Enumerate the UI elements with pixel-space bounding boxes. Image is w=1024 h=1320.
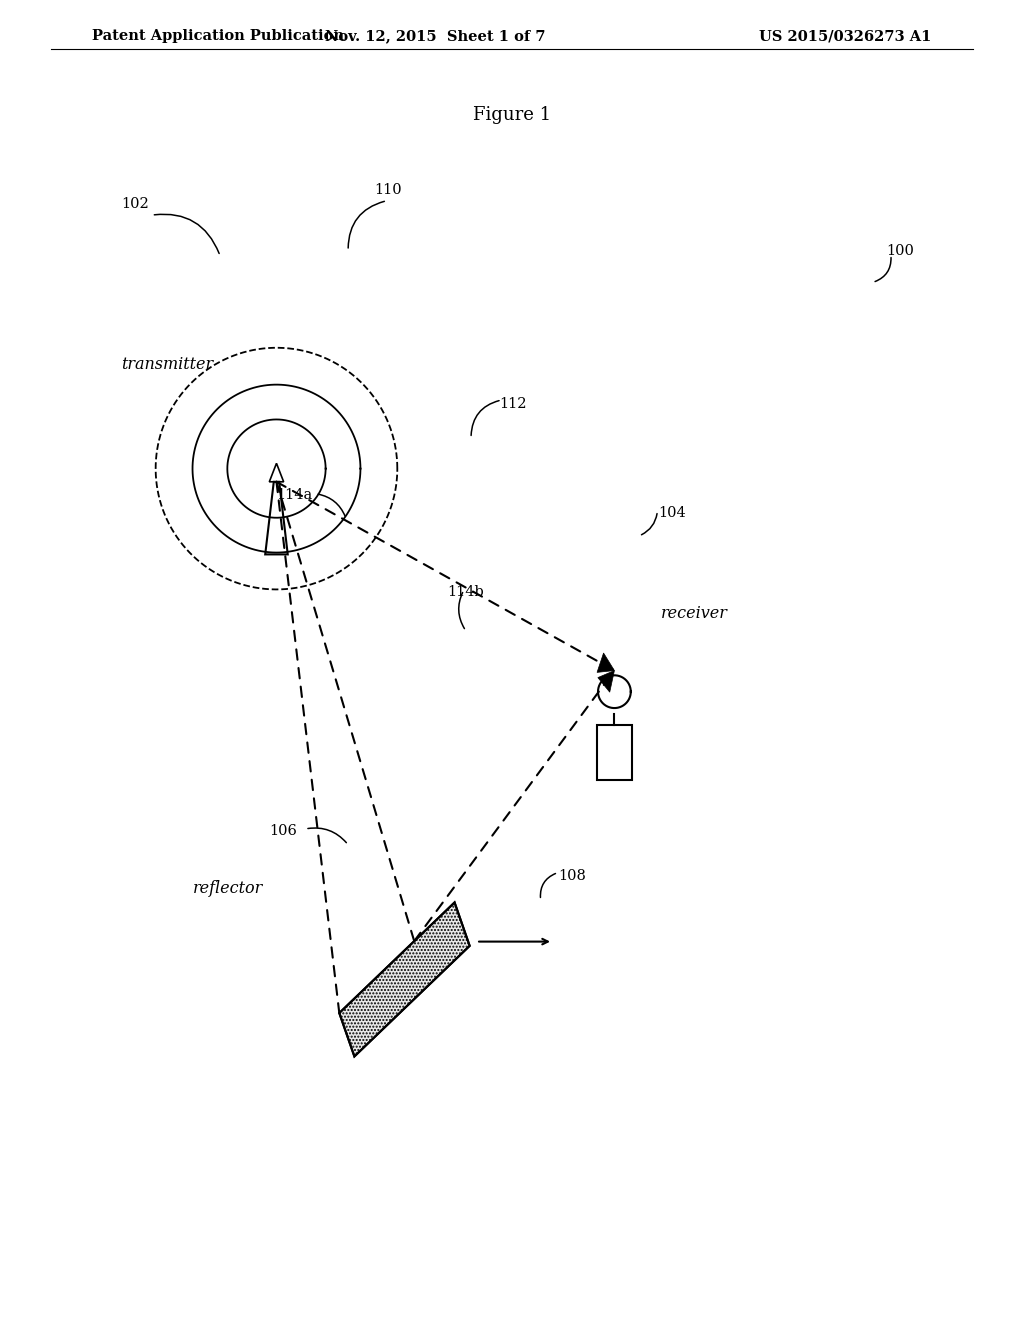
Bar <box>597 725 632 780</box>
Polygon shape <box>597 653 614 672</box>
Polygon shape <box>598 671 614 692</box>
Text: Figure 1: Figure 1 <box>473 106 551 124</box>
Text: 114a: 114a <box>276 488 312 503</box>
Text: 110: 110 <box>374 182 401 197</box>
Text: 106: 106 <box>269 824 297 838</box>
Text: receiver: receiver <box>660 605 727 622</box>
Text: Patent Application Publication: Patent Application Publication <box>92 29 344 44</box>
Polygon shape <box>339 903 470 1056</box>
Text: Nov. 12, 2015  Sheet 1 of 7: Nov. 12, 2015 Sheet 1 of 7 <box>325 29 546 44</box>
Text: 108: 108 <box>558 869 586 883</box>
Text: 114b: 114b <box>447 585 484 599</box>
Text: transmitter: transmitter <box>121 356 213 374</box>
Text: 104: 104 <box>658 506 686 520</box>
Text: reflector: reflector <box>193 880 263 898</box>
Text: 102: 102 <box>121 197 148 211</box>
Text: 112: 112 <box>500 397 527 412</box>
Text: 100: 100 <box>886 244 913 259</box>
Text: US 2015/0326273 A1: US 2015/0326273 A1 <box>760 29 932 44</box>
